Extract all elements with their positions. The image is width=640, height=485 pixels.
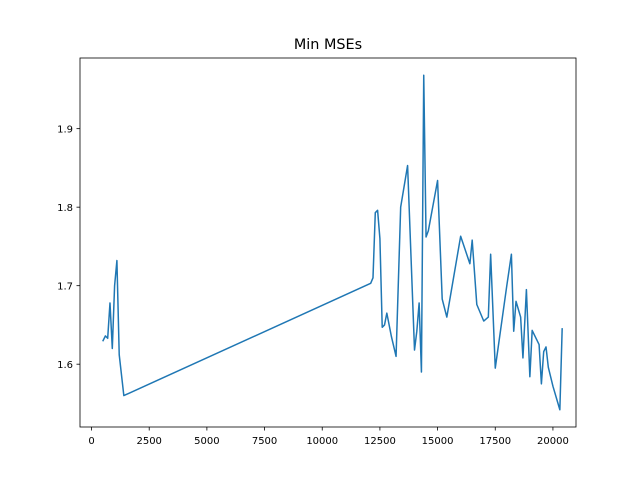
plot-area [102, 74, 563, 411]
y-tick-label: 1.8 [57, 203, 73, 214]
x-tick-label: 10000 [306, 436, 338, 447]
y-tick-label: 1.7 [57, 282, 73, 293]
chart-title: Min MSEs [294, 37, 362, 53]
y-axis: 1.6 1.7 1.8 1.9 [57, 125, 80, 371]
x-tick-label: 7500 [252, 436, 277, 447]
series-line-0 [102, 74, 563, 411]
x-tick-label: 2500 [136, 436, 161, 447]
x-tick-label: 20000 [537, 436, 569, 447]
x-tick-label: 17500 [479, 436, 511, 447]
y-tick-label: 1.6 [57, 360, 73, 371]
x-tick-label: 0 [88, 436, 94, 447]
x-tick-label: 5000 [194, 436, 219, 447]
x-axis: 0 2500 5000 7500 10000 12500 15000 17500 20000 [88, 427, 569, 447]
x-tick-label: 12500 [364, 436, 396, 447]
x-tick-label: 15000 [422, 436, 454, 447]
axes-frame [79, 57, 577, 428]
y-tick-label: 1.9 [57, 125, 73, 136]
